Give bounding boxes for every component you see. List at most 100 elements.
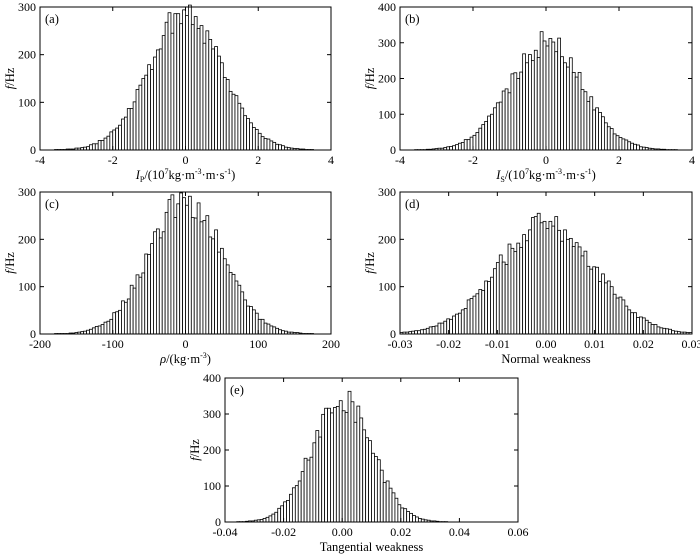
histogram-bar (167, 199, 172, 335)
y-tick-label: 0 (30, 143, 36, 157)
histogram-bar (330, 412, 334, 523)
histogram-bar (365, 437, 369, 523)
histogram-bar (379, 469, 384, 523)
x-axis-label: IS/(107kg·m-3·m·s-1) (495, 167, 596, 184)
histogram-bar (312, 442, 317, 523)
histogram-bar (341, 410, 346, 523)
histogram-bar (583, 91, 588, 151)
histogram-bar (551, 225, 556, 335)
histogram-bar (490, 113, 494, 151)
histogram-bar (536, 57, 541, 151)
histogram-bar (606, 126, 611, 151)
histogram-bar (263, 322, 268, 335)
histogram-bar (103, 137, 108, 151)
histogram-bar (382, 481, 387, 523)
histogram-bar (487, 281, 491, 335)
histogram-bar (417, 518, 422, 523)
histogram-bar (286, 499, 290, 523)
histogram-bar (469, 298, 474, 335)
histogram-bar (428, 326, 433, 335)
histogram-bar (633, 312, 637, 335)
histogram-bar (306, 459, 311, 523)
x-axis-label: ρ/(kg·m-3) (159, 351, 211, 366)
histogram-bar (170, 32, 175, 151)
histogram-bar (554, 216, 559, 335)
histogram-bar (91, 327, 96, 335)
histogram-bar (126, 298, 131, 335)
y-tick-label: 200 (18, 48, 36, 62)
histogram-bar (225, 264, 230, 335)
histogram-bar (624, 139, 629, 151)
histogram-bar (115, 127, 119, 151)
histogram-bar (577, 72, 582, 151)
histogram-bar (188, 195, 192, 335)
histogram-bar (303, 457, 308, 523)
y-tick-label: 200 (378, 232, 396, 246)
histogram-bar (665, 328, 670, 335)
histogram-bar (586, 265, 591, 335)
histogram-bar (190, 24, 195, 151)
histogram-bar (281, 145, 285, 151)
histogram-bar (472, 295, 477, 335)
histogram-bar (391, 492, 396, 523)
histogram-bar (135, 89, 140, 151)
histogram-bar (123, 116, 128, 151)
histogram-bar (272, 326, 277, 335)
histogram-bar (185, 204, 189, 335)
histogram-bar (211, 238, 216, 335)
histogram-bar (644, 319, 649, 335)
histogram-bar (161, 231, 166, 335)
histogram-bar (368, 440, 372, 523)
histogram-bar (557, 37, 561, 151)
histogram-bar (516, 78, 521, 151)
histogram-bar (586, 100, 591, 151)
histogram-bar (269, 140, 274, 151)
histogram-bar (495, 262, 500, 335)
histogram-bar (548, 220, 553, 335)
histogram-bar (388, 487, 393, 523)
histogram-bar (420, 329, 424, 335)
histogram-bar (513, 72, 518, 151)
histogram-bar (568, 57, 573, 151)
panels: -4 -2 0 2 40100200300(a)f/HzIP/(107kg·m-3·m·… (3, 0, 700, 554)
panel-label: (e) (230, 383, 244, 397)
histogram-bar (359, 417, 364, 523)
x-tick-label: -0.01 (485, 337, 510, 351)
histogram-bar (621, 299, 626, 335)
histogram-bar (475, 132, 480, 151)
histogram-bar (228, 90, 233, 151)
y-tick-label: 300 (378, 185, 396, 199)
histogram-bar (406, 511, 410, 523)
y-axis-label: f/Hz (3, 67, 17, 89)
histogram-bar (504, 88, 509, 151)
histogram-bar (161, 35, 166, 151)
histogram-bar (422, 328, 427, 335)
histogram-bar (522, 53, 526, 151)
histogram-bar (525, 62, 529, 151)
histogram-bar (434, 325, 439, 335)
histogram-bar (609, 128, 614, 151)
histogram-bar (466, 299, 471, 335)
histogram-bar (199, 25, 204, 151)
histogram-bar (158, 48, 163, 151)
histogram-bar (481, 290, 486, 335)
x-tick-label: 0 (183, 337, 189, 351)
histogram-bar (533, 216, 538, 335)
histogram-bar (374, 456, 378, 523)
histogram-bar (606, 280, 611, 335)
histogram-bar (86, 146, 90, 151)
histogram-bar (262, 518, 267, 523)
histogram-bar (493, 268, 497, 335)
histogram-bar (324, 407, 328, 523)
panel-b: -4 -2 0 2 4 0 100 200 300 400 (b) f/Hz IS/(107kg·m-3… (363, 0, 695, 184)
histogram-bar (615, 297, 620, 335)
histogram-bar (598, 281, 602, 335)
y-axis-label: f/Hz (3, 252, 17, 274)
histogram-bar (182, 9, 186, 151)
histogram-bar (196, 28, 201, 151)
histogram-bar (460, 309, 465, 335)
histogram-bar (595, 107, 599, 151)
histogram-bar (268, 515, 273, 523)
panel-a: -4 -2 0 2 4 0 100 200 300 (a) f/Hz IP/(107kg·m-3·m·… (3, 0, 334, 184)
